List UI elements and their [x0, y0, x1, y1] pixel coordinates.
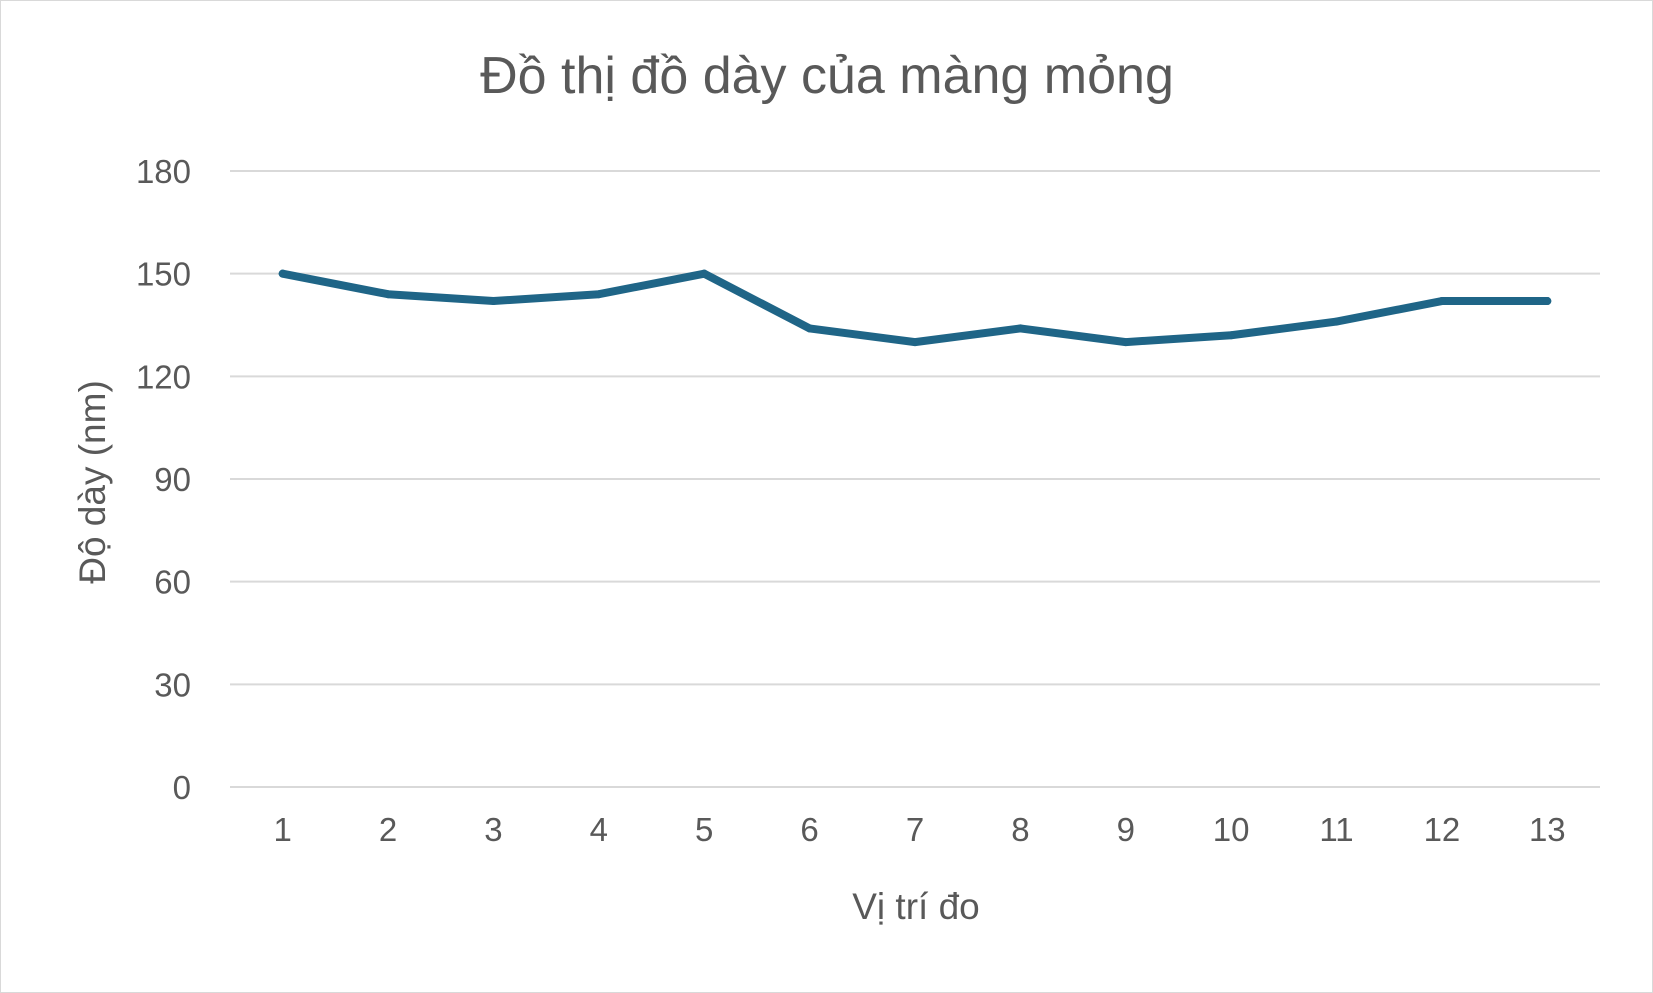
y-axis-label: Độ dày (nm) — [72, 380, 113, 584]
data-point — [805, 324, 814, 333]
x-tick-label: 1 — [274, 811, 292, 848]
x-tick-label: 10 — [1213, 811, 1250, 848]
data-point — [1332, 317, 1341, 326]
data-point — [700, 269, 709, 278]
y-tick-label: 180 — [136, 153, 191, 190]
data-point — [594, 290, 603, 299]
y-tick-label: 30 — [154, 666, 191, 703]
y-tick-label: 60 — [154, 564, 191, 601]
data-point — [1121, 338, 1130, 347]
data-points — [278, 269, 1552, 347]
data-point — [1227, 331, 1236, 340]
x-tick-label: 11 — [1319, 811, 1353, 848]
data-point — [489, 297, 498, 306]
series-layer — [278, 269, 1552, 347]
gridlines — [230, 170, 1600, 788]
x-tick-label: 8 — [1011, 811, 1029, 848]
y-tick-label: 0 — [173, 769, 191, 806]
y-tick-label: 150 — [136, 256, 191, 293]
x-tick-label: 5 — [695, 811, 713, 848]
series-line — [278, 269, 1552, 347]
data-point — [1016, 324, 1025, 333]
data-point — [1437, 297, 1446, 306]
data-point — [911, 338, 919, 347]
x-tick-label: 13 — [1529, 811, 1566, 848]
data-point — [384, 290, 393, 299]
x-tick-labels: 1 2 3 4 5 6 7 8 9 10 11 12 13 — [274, 811, 1566, 848]
data-point — [278, 269, 287, 278]
y-tick-label: 90 — [154, 461, 191, 498]
data-point — [1543, 297, 1552, 306]
x-axis-label: Vị trí đo — [852, 886, 980, 927]
chart-title: Đồ thị đồ dày của màng mỏng — [480, 47, 1174, 105]
y-tick-labels: 0 30 60 90 120 150 180 — [136, 153, 191, 806]
x-tick-label: 6 — [800, 811, 818, 848]
x-tick-label: 3 — [484, 811, 502, 848]
y-tick-label: 120 — [136, 358, 191, 395]
x-tick-label: 9 — [1117, 811, 1135, 848]
x-tick-label: 12 — [1424, 811, 1461, 848]
x-tick-label: 2 — [379, 811, 397, 848]
x-tick-label: 7 — [906, 811, 924, 848]
x-tick-label: 4 — [590, 811, 608, 848]
